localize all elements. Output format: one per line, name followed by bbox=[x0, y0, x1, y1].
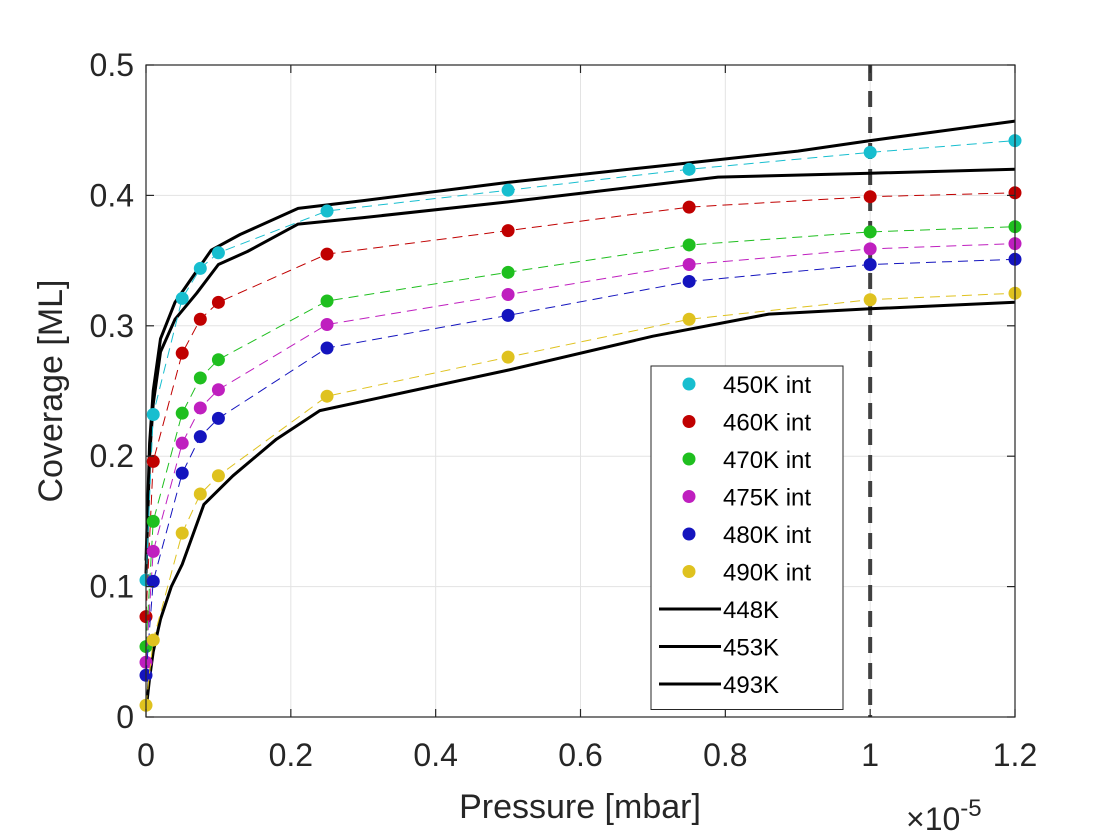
legend-marker-450k-int bbox=[682, 377, 696, 391]
point-460k-int-1 bbox=[146, 454, 160, 468]
point-460k-int-5 bbox=[320, 247, 334, 261]
point-470k-int-3 bbox=[193, 371, 207, 385]
legend: 450K int 460K int 470K int 475K int 480K int… bbox=[650, 365, 844, 710]
point-475k-int-4 bbox=[211, 383, 225, 397]
legend-label-475k-int: 475K int bbox=[723, 485, 811, 512]
point-490k-int-8 bbox=[863, 293, 877, 307]
legend-label-460k-int: 460K int bbox=[723, 410, 811, 437]
series-connector-470k-int bbox=[145, 226, 1016, 647]
point-470k-int-1 bbox=[146, 514, 160, 528]
y-axis-title: Coverage [ML] bbox=[32, 280, 70, 503]
legend-marker-480k-int bbox=[682, 527, 696, 541]
series-connector-480k-int bbox=[145, 258, 1016, 676]
line-series-453k bbox=[144, 167, 1016, 574]
legend-marker-490k-int bbox=[682, 565, 696, 578]
series-connector-460k-int bbox=[145, 192, 1016, 617]
point-490k-int-3 bbox=[193, 487, 207, 501]
x-tick-label-1: 0.2 bbox=[269, 737, 313, 773]
x-tick-label-3: 0.6 bbox=[558, 737, 602, 773]
point-450k-int-1 bbox=[146, 407, 160, 421]
x-tick-label-6: 1.2 bbox=[993, 737, 1037, 773]
point-475k-int-2 bbox=[175, 436, 189, 450]
point-470k-int-6 bbox=[501, 265, 515, 279]
x-tick-label-0: 0 bbox=[137, 737, 155, 773]
legend-label-448k: 448K bbox=[723, 597, 779, 624]
point-470k-int-4 bbox=[211, 353, 225, 367]
legend-label-480k-int: 480K int bbox=[723, 522, 811, 549]
point-450k-int-3 bbox=[193, 261, 207, 275]
axis-ticks bbox=[145, 64, 1016, 718]
x-tick-label-2: 0.4 bbox=[413, 737, 457, 773]
point-475k-int-1 bbox=[146, 544, 160, 558]
x-tick-label-4: 0.8 bbox=[703, 737, 747, 773]
point-460k-int-8 bbox=[863, 190, 877, 204]
x-exponent-times: × bbox=[906, 801, 925, 837]
scatter-data bbox=[139, 134, 1022, 712]
point-470k-int-5 bbox=[320, 294, 334, 308]
point-480k-int-8 bbox=[863, 258, 877, 272]
point-460k-int-4 bbox=[211, 295, 225, 309]
point-460k-int-3 bbox=[193, 312, 207, 326]
y-tick-label-2: 0.2 bbox=[90, 438, 134, 474]
point-460k-int-2 bbox=[175, 346, 189, 360]
point-450k-int-8 bbox=[863, 145, 877, 159]
point-480k-int-2 bbox=[175, 466, 189, 480]
x-exponent-power: -5 bbox=[960, 795, 981, 822]
point-490k-int-6 bbox=[501, 350, 515, 364]
series-connector-490k-int bbox=[145, 292, 1016, 706]
x-axis-title: Pressure [mbar] bbox=[459, 788, 701, 826]
point-450k-int-2 bbox=[175, 291, 189, 305]
x-exponent-label: ×10-5 bbox=[906, 795, 982, 837]
x-exponent-base: 10 bbox=[925, 801, 961, 837]
y-tick-label-5: 0.5 bbox=[90, 47, 134, 83]
y-tick-label-1: 0.1 bbox=[90, 569, 134, 605]
x-tick-label-5: 1 bbox=[861, 737, 879, 773]
point-470k-int-8 bbox=[863, 225, 877, 239]
line-series-448k bbox=[144, 119, 1016, 561]
point-450k-int-6 bbox=[501, 183, 515, 197]
series-connector-475k-int bbox=[145, 243, 1016, 663]
point-470k-int-7 bbox=[682, 238, 696, 252]
legend-label-470k-int: 470K int bbox=[723, 447, 811, 474]
point-475k-int-6 bbox=[501, 288, 515, 302]
legend-label-450k-int: 450K int bbox=[723, 372, 811, 399]
point-450k-int-7 bbox=[682, 162, 696, 176]
legend-label-453k: 453K bbox=[723, 635, 779, 662]
point-480k-int-5 bbox=[320, 341, 334, 355]
point-475k-int-8 bbox=[863, 242, 877, 256]
y-tick-label-4: 0.4 bbox=[90, 177, 134, 213]
point-450k-int-5 bbox=[320, 204, 334, 218]
point-480k-int-1 bbox=[146, 574, 160, 588]
legend-label-490k-int: 490K int bbox=[723, 560, 811, 587]
point-475k-int-5 bbox=[320, 317, 334, 331]
legend-marker-475k-int bbox=[682, 490, 696, 503]
y-tick-label-3: 0.3 bbox=[90, 308, 134, 344]
tick-labels: 0 0.2 0.4 0.6 0.8 1 1.2 0 0.1 0.2 0.3 0.4 0.5 bbox=[90, 47, 1038, 773]
point-490k-int-5 bbox=[320, 389, 334, 403]
point-450k-int-4 bbox=[211, 246, 225, 260]
y-tick-label-0: 0 bbox=[116, 699, 134, 735]
point-460k-int-6 bbox=[501, 224, 515, 238]
series-connector-450k-int bbox=[145, 140, 1016, 581]
point-460k-int-7 bbox=[682, 200, 696, 214]
point-470k-int-2 bbox=[175, 406, 189, 420]
point-475k-int-3 bbox=[193, 401, 207, 415]
legend-marker-470k-int bbox=[682, 452, 696, 466]
point-490k-int-4 bbox=[211, 469, 225, 483]
point-490k-int-2 bbox=[175, 526, 189, 540]
point-480k-int-4 bbox=[211, 411, 225, 425]
point-480k-int-6 bbox=[501, 308, 515, 322]
legend-label-493k: 493K bbox=[723, 672, 779, 699]
point-480k-int-7 bbox=[682, 274, 696, 288]
point-480k-int-3 bbox=[193, 430, 207, 444]
point-490k-int-1 bbox=[146, 633, 160, 647]
legend-marker-460k-int bbox=[682, 415, 696, 428]
point-490k-int-7 bbox=[682, 312, 696, 326]
point-475k-int-7 bbox=[682, 258, 696, 272]
